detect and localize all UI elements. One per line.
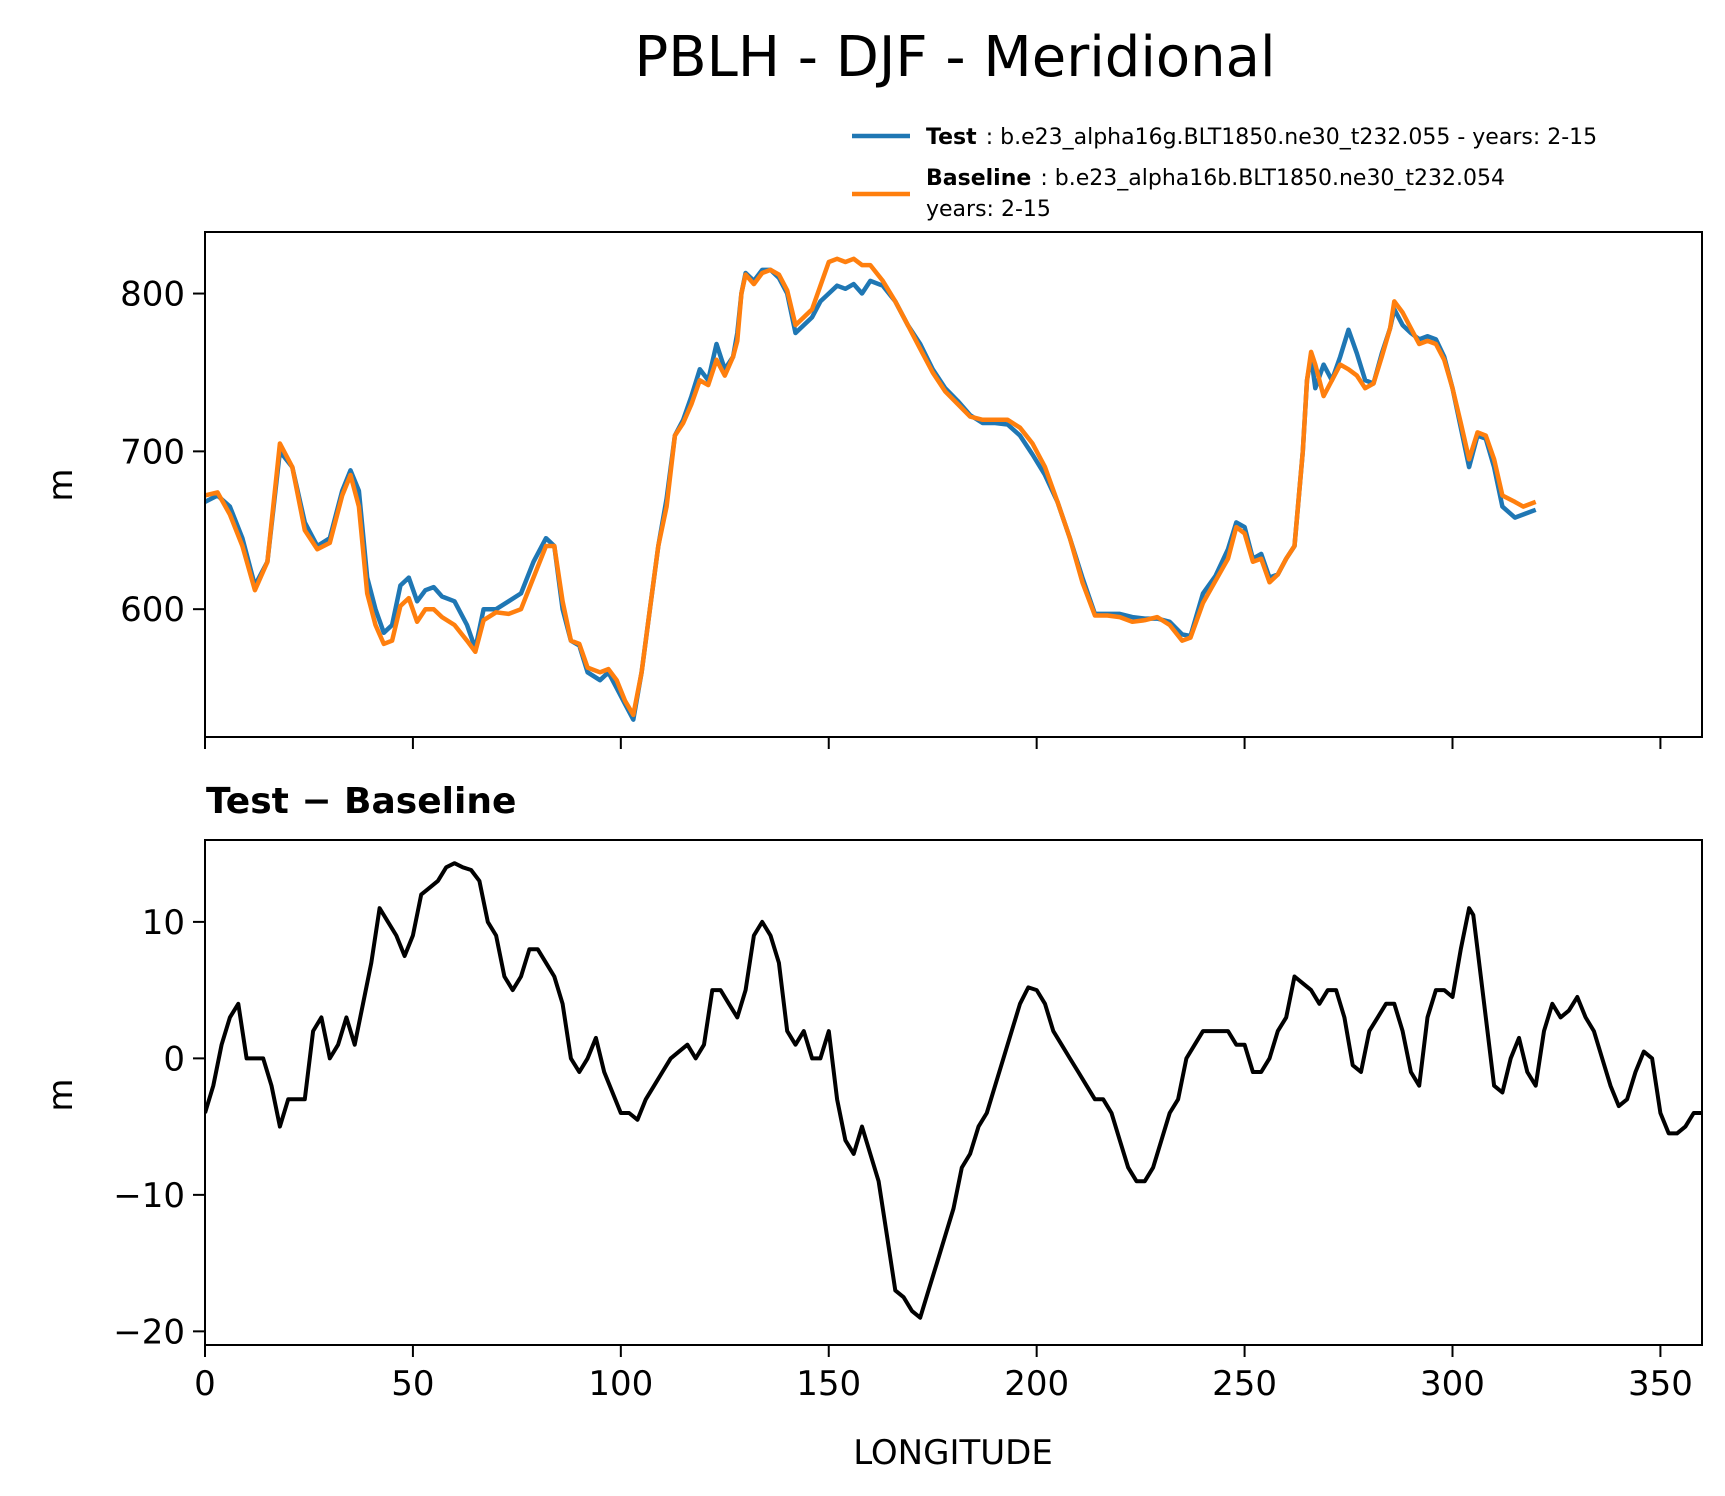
top-y-ticks: 600 700 800: [120, 275, 205, 630]
series-difference-line: [205, 861, 1702, 1320]
bottom-y-tick-label: −10: [113, 1176, 185, 1216]
figure-title: PBLH - DJF - Meridional: [634, 25, 1275, 90]
x-tick-label: 350: [1628, 1364, 1693, 1404]
legend: Test : b.e23_alpha16g.BLT1850.ne30_t232.…: [852, 125, 1597, 222]
bottom-panel: Test − Baseline 0 50 100 150 200 250 300 350 −2…: [41, 781, 1703, 1473]
bottom-y-tick-label: 0: [163, 1039, 185, 1079]
bottom-y-ticks: −20 −10 0 10: [113, 903, 205, 1352]
x-tick-label: 0: [194, 1364, 216, 1404]
bottom-axes-frame: [204, 839, 1703, 1346]
legend-test-entry: Test : b.e23_alpha16g.BLT1850.ne30_t232.…: [926, 125, 1597, 150]
diff-panel-title: Test − Baseline: [206, 781, 516, 822]
legend-baseline-name: Baseline: [926, 166, 1031, 191]
top-y-axis-label: m: [41, 468, 81, 501]
bottom-x-ticks: 0 50 100 150 200 250 300 350: [194, 1345, 1693, 1404]
x-tick-label: 100: [588, 1364, 653, 1404]
bottom-y-tick-label: −20: [113, 1312, 185, 1352]
x-tick-label: 300: [1420, 1364, 1485, 1404]
legend-baseline-entry: Baseline : b.e23_alpha16b.BLT1850.ne30_t…: [926, 166, 1505, 191]
top-y-tick-label: 800: [120, 275, 185, 315]
top-panel: 600 700 800 m: [41, 231, 1703, 749]
bottom-y-axis-label: m: [41, 1078, 81, 1111]
x-tick-label: 50: [391, 1364, 434, 1404]
bottom-y-tick-label: 10: [142, 903, 185, 943]
legend-test-name: Test: [926, 125, 977, 150]
x-tick-label: 250: [1212, 1364, 1277, 1404]
top-y-tick-label: 600: [120, 590, 185, 630]
series-test-line: [205, 267, 1537, 722]
legend-baseline-years: years: 2-15: [926, 197, 1051, 222]
x-axis-label: LONGITUDE: [853, 1433, 1053, 1473]
series-baseline-line: [205, 256, 1537, 718]
x-tick-label: 150: [796, 1364, 861, 1404]
x-tick-label: 200: [1004, 1364, 1069, 1404]
top-x-ticks: [204, 737, 1662, 749]
top-y-tick-label: 700: [120, 432, 185, 472]
legend-test-text: : b.e23_alpha16g.BLT1850.ne30_t232.055 -…: [986, 125, 1597, 150]
top-axes-frame: [204, 231, 1703, 738]
legend-baseline-text: : b.e23_alpha16b.BLT1850.ne30_t232.054: [1040, 166, 1505, 191]
